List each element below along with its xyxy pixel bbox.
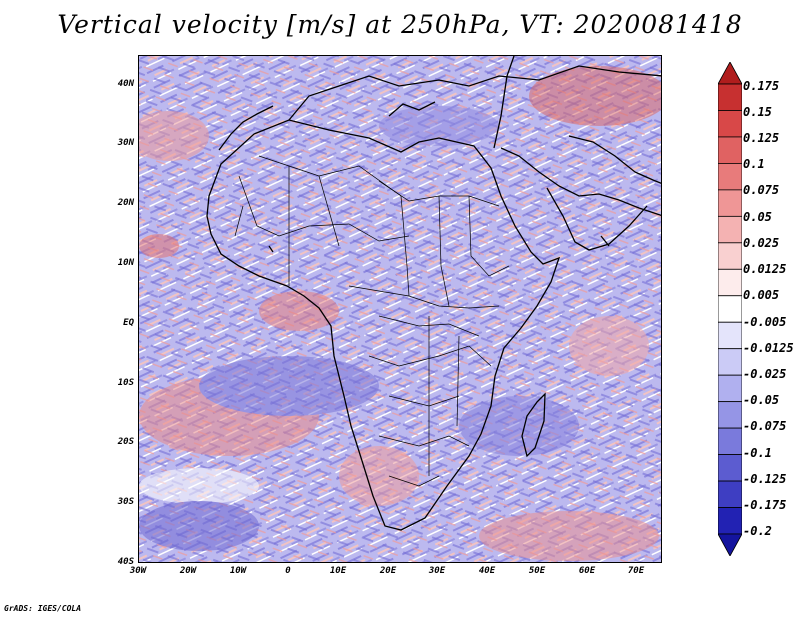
lat-label: 40N <box>117 79 134 89</box>
map-title: Vertical velocity [m/s] at 250hPa, VT: 2… <box>57 10 743 39</box>
colorbar-segment <box>718 348 742 376</box>
colorbar-label: 0.05 <box>743 210 772 224</box>
lon-label: 0 <box>285 566 291 576</box>
lon-label: 30W <box>129 566 147 576</box>
country-borders <box>234 155 510 487</box>
colorbar-segment <box>718 374 742 403</box>
colorbar-label: -0.0125 <box>743 341 794 355</box>
colorbar-segment <box>718 533 742 556</box>
lon-label: 10E <box>329 566 347 576</box>
lat-label: 10N <box>117 258 134 268</box>
colorbar-segment <box>718 62 742 85</box>
colorbar-segment <box>718 321 742 350</box>
colorbar-label: 0.125 <box>743 131 780 145</box>
colorbar-label: 0.15 <box>743 105 772 119</box>
colorbar-segment <box>718 295 742 323</box>
lon-label: 10W <box>229 566 247 576</box>
colorbar-label: -0.2 <box>743 524 772 538</box>
colorbar-segment <box>718 480 742 508</box>
colorbar-segment <box>718 163 742 191</box>
colorbar-segment <box>718 454 742 482</box>
lon-label: 20E <box>379 566 397 576</box>
colorbar <box>718 62 742 556</box>
colorbar-segment <box>718 401 742 429</box>
colorbar-label: 0.0125 <box>743 262 787 276</box>
colorbar-segment <box>718 215 742 244</box>
colorbar-label: 0.005 <box>743 288 780 302</box>
colorbar-segment <box>718 136 742 164</box>
colorbar-segment <box>718 427 742 455</box>
colorbar-segment <box>718 83 742 111</box>
colorbar-label: 0.1 <box>743 157 765 171</box>
colorbar-label: -0.05 <box>743 393 780 407</box>
colorbar-label: -0.075 <box>743 419 787 433</box>
lon-label: 50E <box>528 566 546 576</box>
credit-text: GrADS: IGES/COLA <box>4 604 82 613</box>
lat-label: EQ <box>123 318 134 328</box>
lon-label: 60E <box>578 566 596 576</box>
map-panel <box>138 55 662 563</box>
lon-label: 30E <box>428 566 446 576</box>
lat-label: 40S <box>117 557 134 567</box>
lat-label: 10S <box>117 378 134 388</box>
colorbar-segment <box>718 110 742 138</box>
colorbar-label: -0.175 <box>743 498 787 512</box>
vertical-velocity-field <box>139 56 661 562</box>
lon-label: 20W <box>179 566 197 576</box>
lon-label: 40E <box>478 566 496 576</box>
lat-label: 30N <box>117 138 134 148</box>
colorbar-segment <box>718 242 742 270</box>
lon-label: 70E <box>627 566 645 576</box>
colorbar-label: -0.1 <box>743 446 772 460</box>
lat-label: 30S <box>117 497 134 507</box>
colorbar-label: -0.025 <box>743 367 787 381</box>
colorbar-label: -0.125 <box>743 472 787 486</box>
colorbar-segment <box>718 189 742 217</box>
colorbar-segment <box>718 268 742 297</box>
colorbar-label: 0.075 <box>743 183 780 197</box>
colorbar-label: 0.025 <box>743 236 780 250</box>
lat-label: 20N <box>117 198 134 208</box>
coastlines <box>206 56 661 531</box>
colorbar-label: 0.175 <box>743 79 780 93</box>
lat-label: 20S <box>117 437 134 447</box>
colorbar-label: -0.005 <box>743 315 787 329</box>
colorbar-segment <box>718 507 742 535</box>
